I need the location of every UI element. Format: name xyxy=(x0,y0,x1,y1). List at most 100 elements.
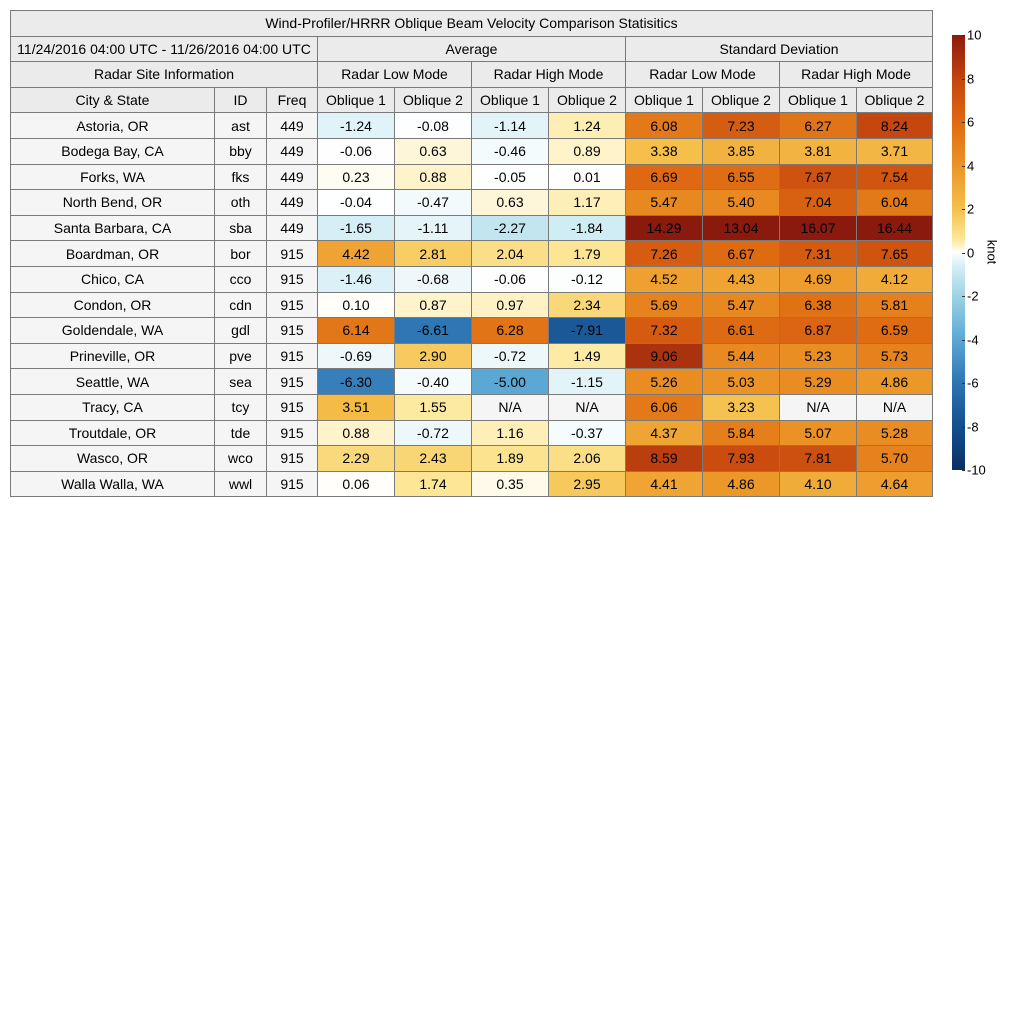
std-value-cell: 6.69 xyxy=(625,163,703,191)
table-row: Seattle, WA sea 915 -6.30 -0.40 -5.00 -1.15 5.2… xyxy=(10,368,933,395)
colorbar-tick-label: -2 xyxy=(967,288,979,304)
id-cell: sea xyxy=(214,368,267,395)
freq-cell: 449 xyxy=(266,214,318,242)
avg-value-cell: 0.63 xyxy=(394,137,472,165)
std-value-cell: 6.04 xyxy=(856,189,933,216)
std-value-cell: 6.38 xyxy=(779,291,857,319)
avg-value-cell: -0.37 xyxy=(548,419,626,447)
colorbar-tick-mark xyxy=(962,252,965,254)
colorbar-label: knot xyxy=(984,239,1000,265)
id-cell: fks xyxy=(214,163,267,191)
std-value-cell: 6.55 xyxy=(702,163,780,191)
colorbar-tick-mark xyxy=(962,383,965,384)
id-cell: wwl xyxy=(214,470,267,498)
avg-value-cell: 2.43 xyxy=(394,445,472,472)
avg-value-cell: 0.06 xyxy=(317,470,395,498)
avg-value-cell: -0.06 xyxy=(317,137,395,165)
std-value-cell: 7.54 xyxy=(856,163,933,191)
colorbar-tick-mark xyxy=(962,339,965,341)
avg-value-cell: -1.65 xyxy=(317,214,395,242)
avg-value-cell: -0.69 xyxy=(317,342,395,370)
freq-cell: 915 xyxy=(266,240,318,267)
id-cell: tde xyxy=(214,419,267,447)
std-value-cell: 5.40 xyxy=(702,189,780,216)
std-value-cell: 7.04 xyxy=(779,189,857,216)
avg-value-cell: 1.24 xyxy=(548,112,626,139)
colorbar-tick-label: 10 xyxy=(967,27,982,43)
avg-value-cell: 4.42 xyxy=(317,240,395,267)
city-cell: Wasco, OR xyxy=(10,445,215,472)
table-row: Astoria, OR ast 449 -1.24 -0.08 -1.14 1.24 6.08… xyxy=(10,112,933,139)
city-cell: Boardman, OR xyxy=(10,240,215,267)
avg-value-cell: 3.51 xyxy=(317,393,395,421)
freq-cell: 915 xyxy=(266,291,318,319)
std-value-cell: 6.27 xyxy=(779,112,857,139)
colorbar-tick-mark xyxy=(962,165,965,167)
std-value-cell: 5.44 xyxy=(702,342,780,370)
std-value-cell: 5.73 xyxy=(856,342,933,370)
col-header-id: ID xyxy=(214,86,267,114)
average-header: Average xyxy=(317,35,626,63)
avg-value-cell: -2.27 xyxy=(471,214,549,242)
std-value-cell: 7.67 xyxy=(779,163,857,191)
avg-value-cell: 2.81 xyxy=(394,240,472,267)
avg-value-cell: -6.30 xyxy=(317,368,395,395)
avg-value-cell: 0.63 xyxy=(471,189,549,216)
avg-value-cell: -1.11 xyxy=(394,214,472,242)
id-cell: ast xyxy=(214,112,267,139)
avg-value-cell: 0.01 xyxy=(548,163,626,191)
col-header-std-high-oblique-1: Oblique 1 xyxy=(779,86,857,114)
freq-cell: 915 xyxy=(266,419,318,447)
table-row: Condon, OR cdn 915 0.10 0.87 0.97 2.34 5.69 5.47… xyxy=(10,291,933,319)
city-cell: Forks, WA xyxy=(10,163,215,191)
col-header-std-high-oblique-2: Oblique 2 xyxy=(856,86,933,114)
colorbar-tick-label: 0 xyxy=(967,245,975,260)
avg-value-cell: 2.04 xyxy=(471,240,549,267)
table-row: Tracy, CA tcy 915 3.51 1.55 N/A N/A 6.06 3.23 N/A… xyxy=(10,393,933,421)
std-value-cell: 13.04 xyxy=(702,214,780,242)
std-value-cell: 5.81 xyxy=(856,291,933,319)
city-cell: Goldendale, WA xyxy=(10,317,215,344)
avg-value-cell: -0.46 xyxy=(471,137,549,165)
avg-value-cell: 2.29 xyxy=(317,445,395,472)
avg-value-cell: 0.89 xyxy=(548,137,626,165)
std-value-cell: 6.67 xyxy=(702,240,780,267)
avg-value-cell: 1.55 xyxy=(394,393,472,421)
table-title: Wind-Profiler/HRRR Oblique Beam Velocity… xyxy=(10,10,933,37)
statistics-table: Wind-Profiler/HRRR Oblique Beam Velocity… xyxy=(10,10,933,498)
freq-cell: 449 xyxy=(266,137,318,165)
table-row: Prineville, OR pve 915 -0.69 2.90 -0.72 1.49 9.… xyxy=(10,342,933,370)
city-cell: Seattle, WA xyxy=(10,368,215,395)
freq-cell: 915 xyxy=(266,445,318,472)
table-row: Walla Walla, WA wwl 915 0.06 1.74 0.35 2.95 4.4… xyxy=(10,470,933,498)
colorbar-tick-label: -4 xyxy=(967,332,979,347)
std-value-cell: 6.59 xyxy=(856,317,933,344)
std-value-cell: 3.71 xyxy=(856,137,933,165)
avg-value-cell: 2.06 xyxy=(548,445,626,472)
freq-cell: 449 xyxy=(266,112,318,139)
avg-value-cell: -1.15 xyxy=(548,368,626,395)
avg-value-cell: -0.08 xyxy=(394,112,472,139)
std-value-cell: 4.64 xyxy=(856,470,933,498)
avg-value-cell: 0.10 xyxy=(317,291,395,319)
avg-value-cell: 0.87 xyxy=(394,291,472,319)
std-value-cell: 5.70 xyxy=(856,445,933,472)
std-value-cell: 4.41 xyxy=(625,470,703,498)
avg-value-cell: 0.88 xyxy=(317,419,395,447)
avg-value-cell: -1.24 xyxy=(317,112,395,139)
avg-value-cell: -0.72 xyxy=(394,419,472,447)
std-value-cell: 4.10 xyxy=(779,470,857,498)
std-value-cell: 5.47 xyxy=(702,291,780,319)
avg-value-cell: -0.05 xyxy=(471,163,549,191)
avg-value-cell: -0.47 xyxy=(394,189,472,216)
city-cell: North Bend, OR xyxy=(10,189,215,216)
avg-value-cell: -0.06 xyxy=(471,265,549,293)
avg-low-mode-header: Radar Low Mode xyxy=(317,61,472,88)
table-row: Forks, WA fks 449 0.23 0.88 -0.05 0.01 6.69 6.55… xyxy=(10,163,933,191)
col-header-avg-low-oblique-2: Oblique 2 xyxy=(394,86,472,114)
std-dev-header: Standard Deviation xyxy=(625,35,933,63)
city-cell: Astoria, OR xyxy=(10,112,215,139)
city-cell: Tracy, CA xyxy=(10,393,215,421)
colorbar-tick-mark xyxy=(962,78,965,80)
id-cell: cdn xyxy=(214,291,267,319)
